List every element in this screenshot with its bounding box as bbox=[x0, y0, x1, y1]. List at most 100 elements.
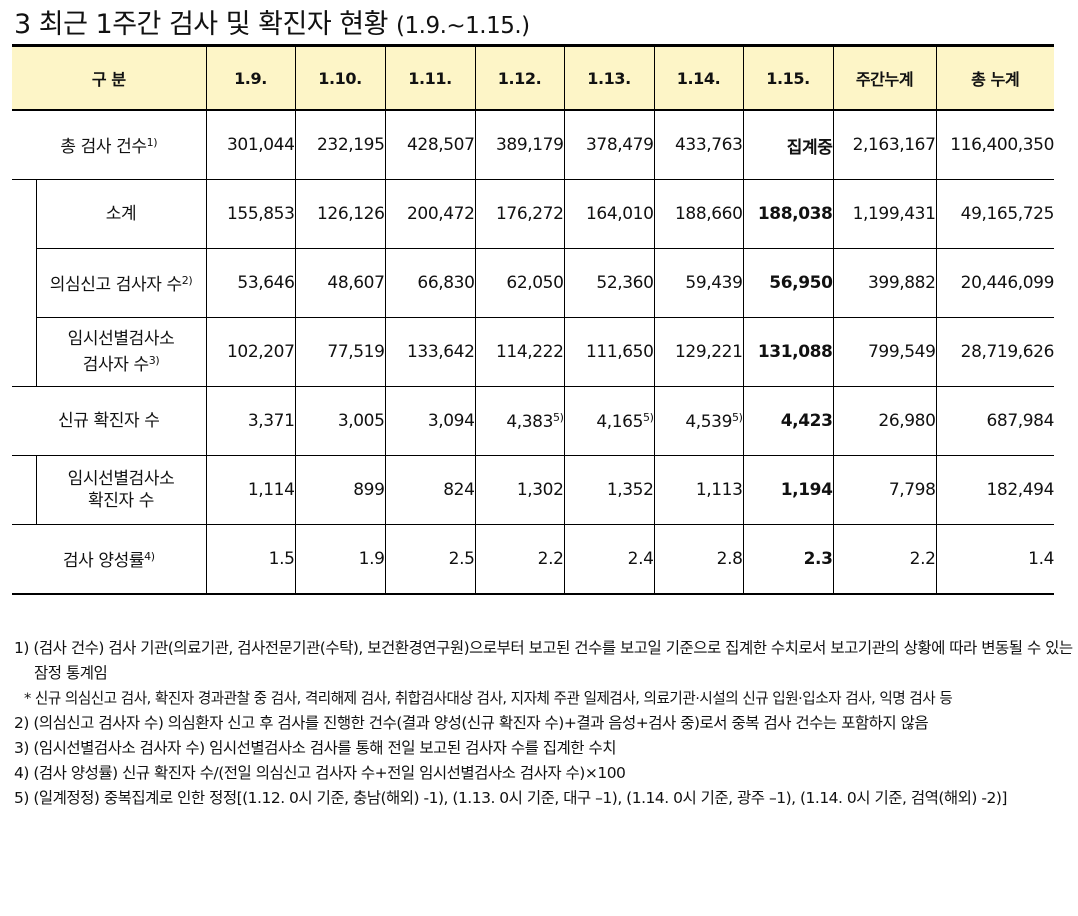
header-grand-total: 총 누계 bbox=[935, 44, 1054, 111]
table-cell: 49,165,725 bbox=[935, 179, 1054, 249]
table-cell: 1,114 bbox=[205, 455, 295, 525]
row-label: 소계 bbox=[35, 179, 206, 249]
row-label: 검사 양성률4) bbox=[12, 524, 206, 595]
row-label: 의심신고 검사자 수2) bbox=[35, 248, 206, 318]
header-date: 1.15. bbox=[742, 44, 833, 111]
table-cell: 3,005 bbox=[294, 386, 385, 456]
row-label: 임시선별검사소 확진자 수 bbox=[35, 455, 206, 525]
section-title: 3 최근 1주간 검사 및 확진자 현황 (1.9.~1.15.) bbox=[14, 2, 530, 41]
table-cell: 399,882 bbox=[832, 248, 936, 318]
table-cell: 176,272 bbox=[474, 179, 564, 249]
table-row-temp-station-confirmed: 임시선별검사소 확진자 수 1,114 899 824 1,302 1,352 1… bbox=[12, 455, 1054, 525]
table-cell: 2.4 bbox=[563, 524, 654, 595]
table-cell: 3,094 bbox=[384, 386, 475, 456]
table-cell: 114,222 bbox=[474, 317, 564, 387]
header-category: 구 분 bbox=[12, 44, 206, 111]
table-cell: 129,221 bbox=[653, 317, 743, 387]
table-cell: 1,302 bbox=[474, 455, 564, 525]
table-cell: 1.5 bbox=[205, 524, 295, 595]
header-weekly-total: 주간누계 bbox=[832, 44, 936, 111]
testing-status-table: 구 분 1.9. 1.10. 1.11. 1.12. 1.13. 1.14. 1… bbox=[12, 44, 1054, 595]
table-cell: 133,642 bbox=[384, 317, 475, 387]
table-cell: 433,763 bbox=[653, 110, 743, 180]
table-cell: 232,195 bbox=[294, 110, 385, 180]
title-main: 3 최근 1주간 검사 및 확진자 현황 bbox=[14, 9, 388, 40]
table-cell: 2.2 bbox=[474, 524, 564, 595]
footnotes: 1) (검사 건수) 검사 기관(의료기관, 검사전문기관(수탁), 보건환경연… bbox=[14, 636, 1074, 811]
table-cell: 687,984 bbox=[935, 386, 1054, 456]
table-cell: 2,163,167 bbox=[832, 110, 936, 180]
row-label: 임시선별검사소 검사자 수3) bbox=[35, 317, 206, 387]
table-cell: 188,038 bbox=[742, 179, 833, 249]
table-cell: 200,472 bbox=[384, 179, 475, 249]
table-cell: 111,650 bbox=[563, 317, 654, 387]
table-cell: 155,853 bbox=[205, 179, 295, 249]
table-cell: 집계중 bbox=[742, 110, 833, 180]
table-cell: 62,050 bbox=[474, 248, 564, 318]
indent-cell bbox=[12, 249, 36, 318]
footnote: 3) (임시선별검사소 검사자 수) 임시선별검사소 검사를 통해 전일 보고된… bbox=[14, 739, 617, 757]
header-date: 1.13. bbox=[563, 44, 654, 111]
table-cell: 428,507 bbox=[384, 110, 475, 180]
table-cell: 1,199,431 bbox=[832, 179, 936, 249]
table-cell: 4,5395) bbox=[653, 386, 743, 456]
header-date: 1.10. bbox=[294, 44, 385, 111]
table-cell: 1,352 bbox=[563, 455, 654, 525]
footnote: 2) (의심신고 검사자 수) 의심환자 신고 후 검사를 진행한 건수(결과 … bbox=[14, 714, 929, 732]
table-cell: 301,044 bbox=[205, 110, 295, 180]
table-cell: 52,360 bbox=[563, 248, 654, 318]
table-cell: 28,719,626 bbox=[935, 317, 1054, 387]
table-cell: 102,207 bbox=[205, 317, 295, 387]
table-cell: 2.3 bbox=[742, 524, 833, 595]
table-row-total-tests: 총 검사 건수1) 301,044 232,195 428,507 389,17… bbox=[12, 110, 1054, 180]
table-row-temp-station-tests: 임시선별검사소 검사자 수3) 102,207 77,519 133,642 11… bbox=[12, 317, 1054, 387]
table-cell: 3,371 bbox=[205, 386, 295, 456]
indent-cell bbox=[12, 317, 36, 387]
table-cell: 799,549 bbox=[832, 317, 936, 387]
table-cell: 48,607 bbox=[294, 248, 385, 318]
table-cell: 378,479 bbox=[563, 110, 654, 180]
indent-cell bbox=[12, 455, 36, 525]
table-cell: 59,439 bbox=[653, 248, 743, 318]
table-cell: 20,446,099 bbox=[935, 248, 1054, 318]
table-cell: 56,950 bbox=[742, 248, 833, 318]
table-cell: 1,194 bbox=[742, 455, 833, 525]
title-period: (1.9.~1.15.) bbox=[396, 13, 530, 39]
table-row-subtotal: 소계 155,853 126,126 200,472 176,272 164,0… bbox=[12, 179, 1054, 249]
table-header-row: 구 분 1.9. 1.10. 1.11. 1.12. 1.13. 1.14. 1… bbox=[12, 44, 1054, 111]
table-cell: 2.2 bbox=[832, 524, 936, 595]
footnote: 5) (일계정정) 중복집계로 인한 정정[(1.12. 0시 기준, 충남(해… bbox=[14, 789, 1007, 807]
table-row-new-confirmed: 신규 확진자 수 3,371 3,005 3,094 4,3835) 4,165… bbox=[12, 386, 1054, 456]
footnote: 1) (검사 건수) 검사 기관(의료기관, 검사전문기관(수탁), 보건환경연… bbox=[14, 639, 1073, 682]
table-cell: 1.4 bbox=[935, 524, 1054, 595]
table-cell: 899 bbox=[294, 455, 385, 525]
table-cell: 53,646 bbox=[205, 248, 295, 318]
footnote: 4) (검사 양성률) 신규 확진자 수/(전일 의심신고 검사자 수+전일 임… bbox=[14, 764, 626, 782]
table-cell: 188,660 bbox=[653, 179, 743, 249]
table-cell: 4,3835) bbox=[474, 386, 564, 456]
indent-cell bbox=[12, 180, 36, 249]
table-cell: 4,423 bbox=[742, 386, 833, 456]
header-date: 1.12. bbox=[474, 44, 564, 111]
table-cell: 4,1655) bbox=[563, 386, 654, 456]
header-date: 1.14. bbox=[653, 44, 743, 111]
table-cell: 1.9 bbox=[294, 524, 385, 595]
row-label: 신규 확진자 수 bbox=[12, 386, 206, 456]
table-cell: 1,113 bbox=[653, 455, 743, 525]
table-cell: 126,126 bbox=[294, 179, 385, 249]
table-cell: 116,400,350 bbox=[935, 110, 1054, 180]
table-cell: 182,494 bbox=[935, 455, 1054, 525]
table-cell: 2.5 bbox=[384, 524, 475, 595]
header-date: 1.11. bbox=[384, 44, 475, 111]
row-label: 총 검사 건수1) bbox=[12, 110, 206, 180]
table-cell: 66,830 bbox=[384, 248, 475, 318]
table-cell: 26,980 bbox=[832, 386, 936, 456]
table-cell: 164,010 bbox=[563, 179, 654, 249]
header-date: 1.9. bbox=[205, 44, 295, 111]
table-cell: 77,519 bbox=[294, 317, 385, 387]
table-cell: 824 bbox=[384, 455, 475, 525]
table-cell: 2.8 bbox=[653, 524, 743, 595]
table-cell: 131,088 bbox=[742, 317, 833, 387]
table-row-suspected: 의심신고 검사자 수2) 53,646 48,607 66,830 62,050… bbox=[12, 248, 1054, 318]
footnote: * 신규 의심신고 검사, 확진자 경과관찰 중 검사, 격리해제 검사, 취합… bbox=[24, 690, 953, 707]
